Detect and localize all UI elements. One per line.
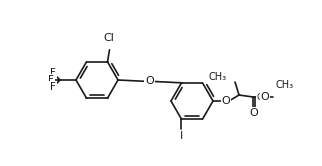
Text: Cl: Cl: [103, 33, 114, 43]
Text: O: O: [260, 92, 270, 102]
Text: F: F: [50, 68, 56, 78]
Text: O: O: [222, 96, 230, 106]
Text: F: F: [48, 75, 54, 85]
Text: O: O: [145, 76, 154, 86]
Text: O: O: [250, 108, 258, 118]
Text: C: C: [257, 92, 263, 101]
Text: I: I: [180, 131, 183, 141]
Text: CH₃: CH₃: [276, 80, 294, 90]
Text: F: F: [50, 82, 56, 92]
Text: CH₃: CH₃: [209, 72, 227, 82]
